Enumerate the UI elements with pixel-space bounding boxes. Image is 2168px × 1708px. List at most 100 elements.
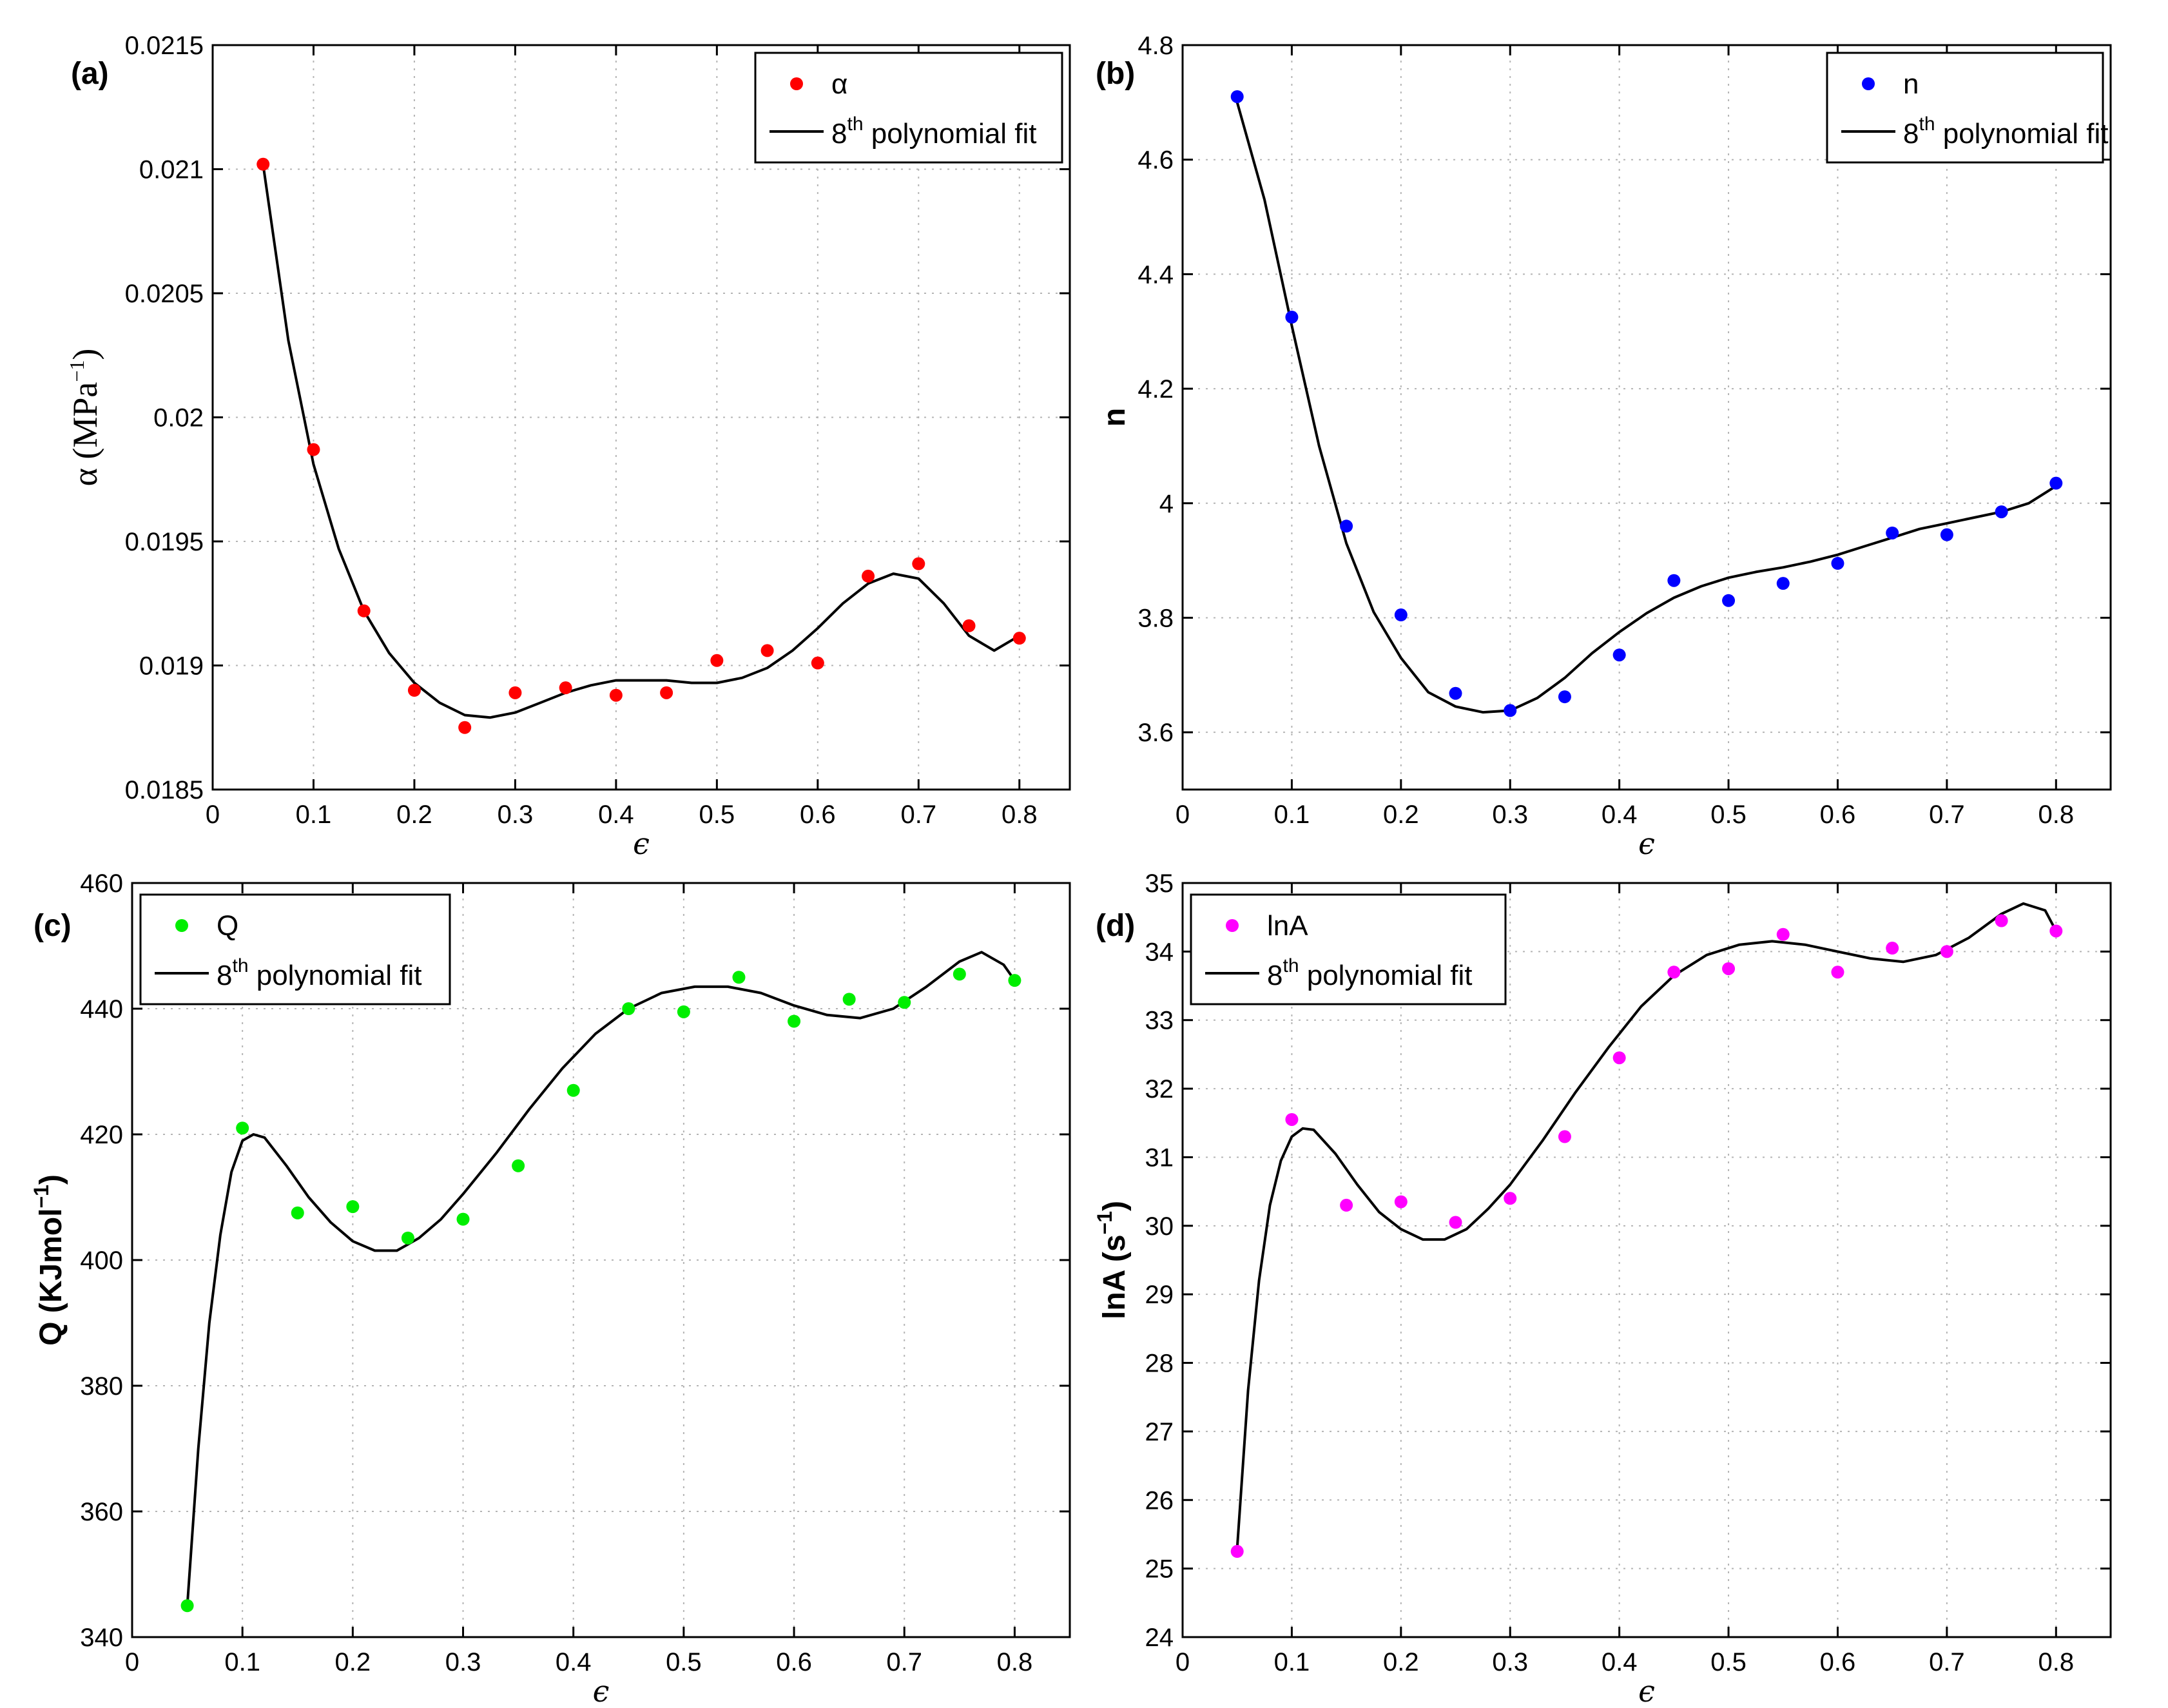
data-point	[1230, 1545, 1244, 1558]
y-tick-label: 4.4	[1137, 260, 1174, 289]
legend-label-points: α	[831, 68, 847, 100]
data-point	[1995, 505, 2008, 519]
data-point	[1504, 1192, 1517, 1205]
panel-label: (c)	[34, 909, 72, 943]
data-point	[1776, 577, 1790, 590]
axes-frame	[1181, 882, 2112, 1638]
x-tick-label: 0.4	[556, 1648, 592, 1676]
y-tick-label: 0.0205	[125, 280, 204, 308]
fit-curve	[262, 164, 1020, 719]
y-tick-label: 26	[1145, 1486, 1174, 1515]
data-point	[2049, 924, 2063, 938]
legend-box	[1190, 893, 1507, 1005]
data-point	[912, 557, 925, 570]
y-tick-label: 340	[80, 1624, 123, 1652]
data-point	[256, 157, 270, 171]
legend-marker	[790, 77, 803, 90]
legend-box	[754, 52, 1063, 164]
x-tick-label: 0.4	[598, 801, 634, 829]
legend-label-fit: 8th polynomial fit	[831, 113, 1037, 150]
x-axis-label: ϵ	[593, 1674, 610, 1708]
legend-fit-order: 8	[1267, 960, 1282, 991]
data-point	[1831, 557, 1844, 570]
data-points	[256, 157, 1026, 734]
data-point	[2049, 476, 2063, 490]
data-point	[1940, 945, 1953, 958]
data-point	[898, 996, 911, 1009]
legend-fit-order: 8	[831, 118, 847, 150]
x-tick-label: 0.7	[1929, 801, 1965, 829]
data-points	[180, 967, 1021, 1613]
data-point	[962, 619, 976, 632]
data-point	[1394, 1195, 1408, 1208]
legend-fit-text: polynomial fit	[1299, 960, 1473, 991]
data-point	[1667, 966, 1681, 979]
y-axis-label-main: lnA (s	[1098, 1234, 1132, 1319]
data-point	[1995, 914, 2008, 927]
y-axis-label-main: n	[1098, 408, 1132, 427]
data-point	[811, 656, 824, 670]
y-axis-label: lnA (s−1)	[1093, 1201, 1132, 1319]
data-points	[1230, 90, 2063, 717]
data-point	[1558, 690, 1571, 704]
data-point	[512, 1159, 525, 1172]
y-tick-label: 4.2	[1137, 375, 1174, 403]
x-tick-label: 0.7	[900, 801, 936, 829]
legend-label-fit: 8th polynomial fit	[1903, 113, 2109, 150]
y-tick-label: 0.02	[153, 404, 204, 432]
x-tick-label: 0.4	[1602, 801, 1638, 829]
data-point	[456, 1212, 470, 1226]
data-point	[508, 686, 522, 699]
x-tick-label: 0.3	[498, 801, 534, 829]
y-axis-label-sup: −1	[1093, 1211, 1116, 1234]
x-tick-label: 0.6	[1820, 1648, 1856, 1676]
y-tick-label: 4.6	[1137, 146, 1174, 175]
x-tick-label: 0.4	[1602, 1648, 1638, 1676]
data-point	[407, 684, 421, 697]
data-point	[357, 604, 371, 617]
grid	[1183, 883, 2111, 1637]
legend-fit-text: polynomial fit	[1935, 118, 2109, 150]
y-tick-label: 400	[80, 1247, 123, 1275]
y-tick-label: 27	[1145, 1418, 1174, 1446]
y-axis-label-sup: −1	[65, 360, 88, 382]
y-tick-label: 0.0185	[125, 776, 204, 804]
x-tick-label: 0.6	[776, 1648, 812, 1676]
data-point	[1667, 574, 1681, 587]
data-point	[1612, 648, 1626, 662]
data-point	[1008, 974, 1021, 987]
x-tick-label: 0	[206, 801, 220, 829]
y-tick-label: 0.019	[139, 652, 204, 681]
data-point	[609, 688, 623, 702]
panel-label: (a)	[71, 57, 109, 91]
legend: α 8th polynomial fit	[754, 52, 1063, 164]
axes-frame	[1181, 44, 2112, 791]
x-tick-label: 0.8	[997, 1648, 1033, 1676]
x-tick-label: 0.3	[1492, 801, 1528, 829]
y-axis-label-main: Q (KJmol	[34, 1208, 68, 1346]
panel-label: (d)	[1096, 909, 1135, 943]
legend-fit-sup: th	[847, 113, 863, 135]
x-tick-label: 0.5	[1710, 1648, 1747, 1676]
y-tick-label: 31	[1145, 1143, 1174, 1172]
legend-fit-sup: th	[232, 955, 248, 976]
x-tick-label: 0.8	[2038, 801, 2074, 829]
legend: n 8th polynomial fit	[1826, 52, 2109, 164]
data-point	[622, 1002, 635, 1015]
data-point	[1886, 942, 1899, 955]
legend: Q 8th polynomial fit	[139, 893, 451, 1005]
y-tick-label: 460	[80, 869, 123, 898]
data-point	[788, 1014, 801, 1028]
legend-label-points: Q	[217, 910, 238, 942]
plot-area	[1183, 45, 2111, 790]
y-tick-label: 33	[1145, 1007, 1174, 1035]
legend-fit-text: polynomial fit	[864, 118, 1037, 150]
y-tick-label: 25	[1145, 1555, 1174, 1584]
x-tick-label: 0.1	[1274, 801, 1310, 829]
x-tick-label: 0.5	[666, 1648, 702, 1676]
x-tick-label: 0	[125, 1648, 139, 1676]
data-point	[1831, 966, 1844, 979]
data-point	[1449, 1216, 1462, 1229]
legend-fit-sup: th	[1282, 955, 1299, 976]
legend-fit-sup: th	[1919, 113, 1935, 135]
